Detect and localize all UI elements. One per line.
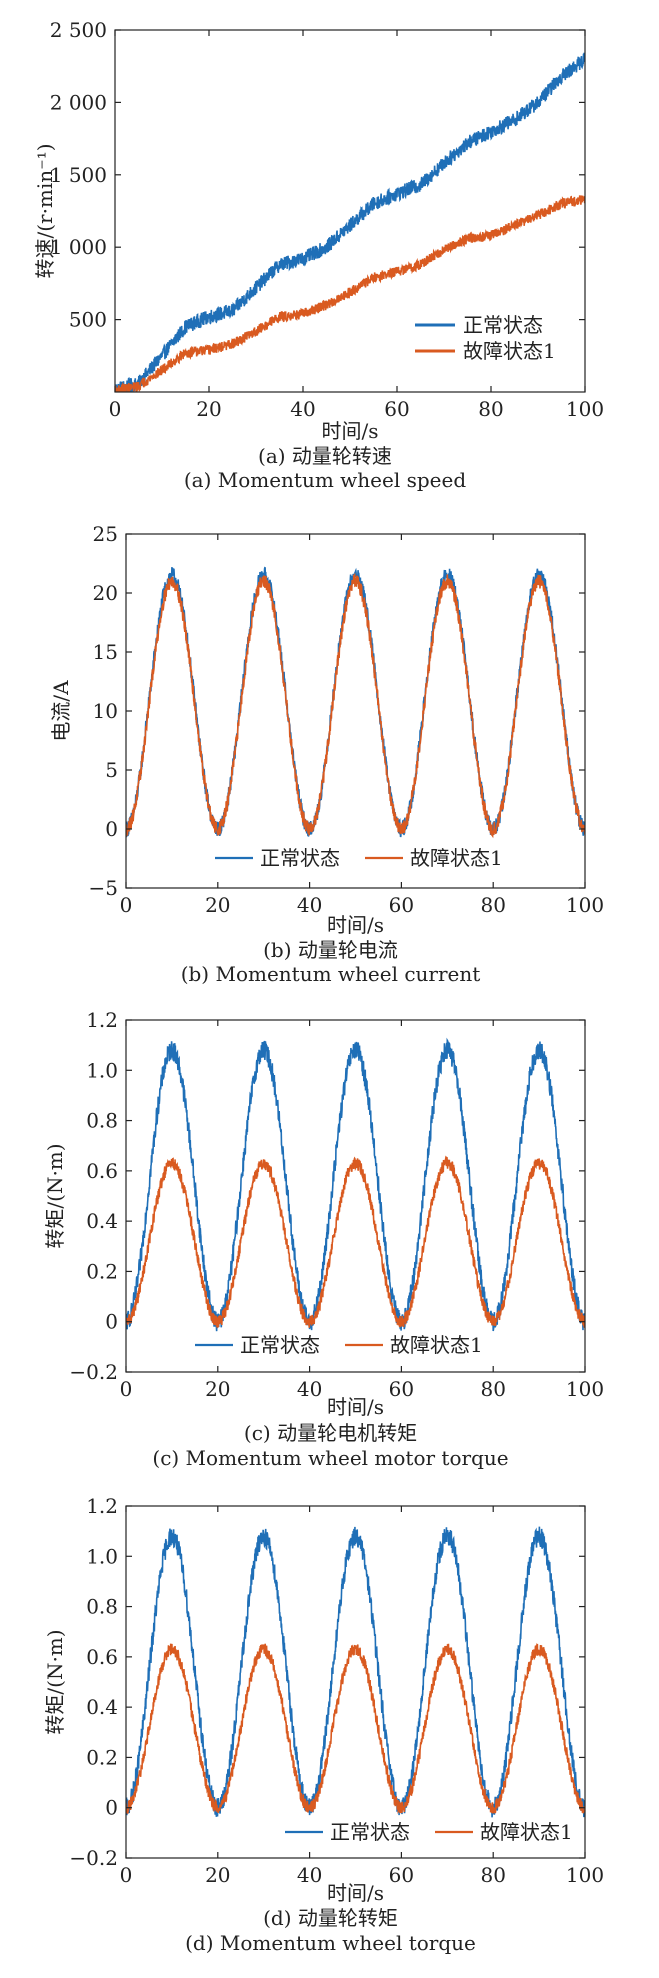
y-axis-label: 电流/A <box>49 680 73 742</box>
series-line-fault-a <box>115 195 585 392</box>
chart-panel-c: 0 20 40 60 80 100−0.200.20.40.60.81.01.2时间/s转… <box>43 1008 604 1470</box>
x-tick-label: 0 <box>120 1863 133 1887</box>
y-tick-label: −0.2 <box>69 1360 118 1384</box>
y-tick-label: 0 <box>105 1310 118 1334</box>
legend: 正常状态 故障状态1 <box>215 846 503 870</box>
x-tick-label: 100 <box>566 1377 604 1401</box>
y-tick-label: 5 <box>105 758 118 782</box>
legend-label: 故障状态1 <box>480 1820 573 1844</box>
legend: 正常状态 故障状态1 <box>195 1333 483 1357</box>
y-tick-label: 15 <box>93 640 118 664</box>
x-tick-label: 80 <box>480 893 505 917</box>
y-tick-label: 10 <box>93 699 118 723</box>
y-tick-label: 0.2 <box>86 1745 118 1769</box>
x-tick-label: 0 <box>120 893 133 917</box>
y-tick-label: 1 000 <box>50 235 107 259</box>
x-tick-label: 60 <box>389 1377 414 1401</box>
y-tick-label: 0 <box>105 817 118 841</box>
y-tick-label: 0.4 <box>86 1209 118 1233</box>
x-tick-label: 80 <box>478 397 503 421</box>
legend-label: 正常状态 <box>463 313 543 337</box>
x-tick-label: 20 <box>205 1377 230 1401</box>
series-line-normal-a <box>115 52 585 392</box>
x-axis-label: 时间/s <box>327 913 384 937</box>
y-tick-label: 0.6 <box>86 1159 118 1183</box>
x-axis-label: 时间/s <box>327 1395 384 1419</box>
x-tick-label: 0 <box>120 1377 133 1401</box>
legend-label: 正常状态 <box>260 846 340 870</box>
legend-label: 故障状态1 <box>390 1333 483 1357</box>
chart-panel-d: 0 20 40 60 80 100−0.200.20.40.60.81.01.2时间/s转… <box>43 1494 604 1955</box>
x-tick-label: 60 <box>389 893 414 917</box>
legend: 正常状态 故障状态1 <box>285 1820 573 1844</box>
series-line-normal-c <box>126 1037 585 1332</box>
caption-chinese: (c) 动量轮电机转矩 <box>244 1421 417 1445</box>
x-tick-label: 60 <box>389 1863 414 1887</box>
y-tick-label: 20 <box>93 581 118 605</box>
caption-english: (b) Momentum wheel current <box>181 962 481 986</box>
axes-frame <box>114 29 586 393</box>
series-line-fault-d <box>126 1642 585 1815</box>
x-tick-label: 40 <box>297 893 322 917</box>
x-tick-label: 40 <box>297 1863 322 1887</box>
y-tick-label: 25 <box>93 522 118 546</box>
y-tick-label: −0.2 <box>69 1846 118 1870</box>
x-tick-label: 40 <box>290 397 315 421</box>
caption-english: (d) Momentum wheel torque <box>185 1931 476 1955</box>
x-tick-label: 100 <box>566 1863 604 1887</box>
axes-frame <box>125 1505 586 1859</box>
series-line-fault-b <box>126 572 585 839</box>
legend-label: 正常状态 <box>330 1820 410 1844</box>
y-tick-label: 0.8 <box>86 1109 118 1133</box>
y-tick-label: 0.8 <box>86 1595 118 1619</box>
series-line-normal-d <box>126 1526 585 1818</box>
y-axis-label: 转矩/(N·m) <box>43 1629 67 1734</box>
legend-label: 故障状态1 <box>463 339 556 363</box>
x-tick-label: 40 <box>297 1377 322 1401</box>
y-axis-label: 转速/(r·min⁻¹) <box>33 143 57 278</box>
y-tick-label: 0.6 <box>86 1645 118 1669</box>
caption-english: (c) Momentum wheel motor torque <box>152 1446 508 1470</box>
series-line-fault-c <box>126 1155 585 1329</box>
y-tick-label: 0.4 <box>86 1695 118 1719</box>
y-tick-label: 1 500 <box>50 163 107 187</box>
axes-frame <box>125 1019 586 1373</box>
y-tick-label: 1.2 <box>86 1494 118 1518</box>
legend-label: 故障状态1 <box>410 846 503 870</box>
x-tick-label: 100 <box>566 893 604 917</box>
y-tick-label: 500 <box>69 308 107 332</box>
x-tick-label: 80 <box>480 1863 505 1887</box>
y-axis-label: 转矩/(N·m) <box>43 1143 67 1248</box>
caption-chinese: (a) 动量轮转速 <box>258 444 392 468</box>
y-tick-label: 1.0 <box>86 1544 118 1568</box>
x-axis-label: 时间/s <box>327 1881 384 1905</box>
y-tick-label: 0 <box>105 1796 118 1820</box>
x-tick-label: 20 <box>205 893 230 917</box>
caption-chinese: (d) 动量轮转矩 <box>263 1906 398 1930</box>
caption-chinese: (b) 动量轮电流 <box>263 938 398 962</box>
y-tick-label: 1.2 <box>86 1008 118 1032</box>
x-tick-label: 20 <box>205 1863 230 1887</box>
chart-panel-a: 0 20 40 60 80 100 500 1 000 1 500 2 000 2 500 时间/s 转… <box>33 18 604 492</box>
caption-english: (a) Momentum wheel speed <box>184 468 466 492</box>
x-tick-label: 20 <box>196 397 221 421</box>
y-tick-label: 2 000 <box>50 90 107 114</box>
x-tick-label: 80 <box>480 1377 505 1401</box>
y-tick-label: 1.0 <box>86 1058 118 1082</box>
x-tick-label: 100 <box>566 397 604 421</box>
x-tick-label: 60 <box>384 397 409 421</box>
x-tick-label: 0 <box>109 397 122 421</box>
y-tick-label: −5 <box>89 876 118 900</box>
legend-label: 正常状态 <box>240 1333 320 1357</box>
x-axis-label: 时间/s <box>321 419 378 443</box>
y-tick-label: 2 500 <box>50 18 107 42</box>
y-tick-label: 0.2 <box>86 1259 118 1283</box>
